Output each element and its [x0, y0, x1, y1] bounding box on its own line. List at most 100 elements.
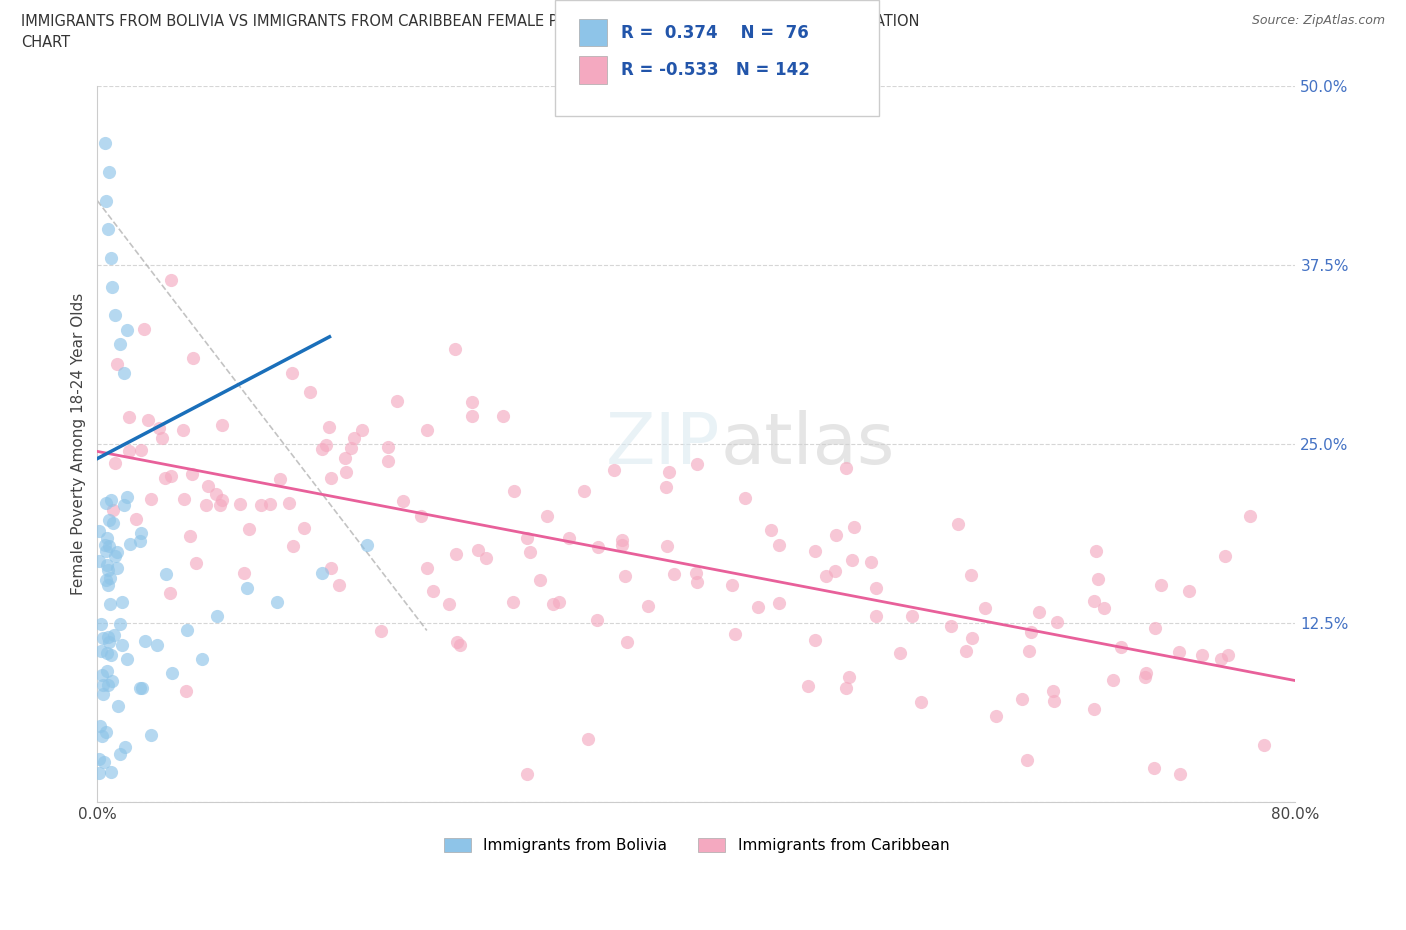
Point	[104, 308, 127, 323]
Point	[1191, 647, 1213, 662]
Point	[299, 384, 322, 399]
Text: Source: ZipAtlas.com: Source: ZipAtlas.com	[1251, 14, 1385, 27]
Point	[910, 695, 932, 710]
Point	[103, 502, 125, 517]
Point	[311, 441, 333, 456]
Point	[1102, 672, 1125, 687]
Point	[191, 652, 214, 667]
Point	[841, 552, 863, 567]
Point	[90, 644, 112, 658]
Point	[91, 678, 114, 693]
Point	[211, 493, 233, 508]
Point	[108, 337, 131, 352]
Point	[238, 522, 260, 537]
Point	[269, 472, 291, 486]
Point	[939, 618, 962, 633]
Point	[129, 442, 152, 457]
Point	[97, 678, 120, 693]
Point	[233, 565, 256, 580]
Point	[148, 421, 170, 436]
Point	[460, 394, 482, 409]
Point	[112, 365, 135, 380]
Point	[409, 509, 432, 524]
Point	[117, 444, 139, 458]
Point	[610, 538, 633, 552]
Point	[1046, 614, 1069, 629]
Point	[1028, 604, 1050, 619]
Point	[97, 538, 120, 553]
Point	[1111, 639, 1133, 654]
Point	[721, 578, 744, 592]
Point	[768, 595, 790, 610]
Point	[173, 492, 195, 507]
Text: ZIP: ZIP	[606, 410, 720, 479]
Point	[112, 498, 135, 512]
Legend: Immigrants from Bolivia, Immigrants from Caribbean: Immigrants from Bolivia, Immigrants from…	[437, 832, 955, 859]
Point	[100, 250, 122, 265]
Point	[111, 594, 134, 609]
Point	[114, 740, 136, 755]
Point	[229, 497, 252, 512]
Point	[516, 530, 538, 545]
Point	[87, 751, 110, 766]
Point	[576, 731, 599, 746]
Point	[603, 462, 626, 477]
Point	[141, 727, 163, 742]
Point	[108, 747, 131, 762]
Point	[1084, 543, 1107, 558]
Point	[1019, 625, 1042, 640]
Point	[90, 617, 112, 631]
Point	[160, 666, 183, 681]
Point	[865, 580, 887, 595]
Point	[959, 567, 981, 582]
Text: R = -0.533   N = 142: R = -0.533 N = 142	[621, 60, 810, 79]
Point	[658, 465, 681, 480]
Point	[87, 553, 110, 568]
Point	[176, 623, 198, 638]
Point	[98, 571, 121, 586]
Text: R =  0.374    N =  76: R = 0.374 N = 76	[621, 23, 810, 42]
Point	[115, 490, 138, 505]
Point	[536, 509, 558, 524]
Point	[94, 538, 117, 553]
Point	[1143, 761, 1166, 776]
Point	[94, 724, 117, 739]
Point	[444, 341, 467, 356]
Point	[94, 496, 117, 511]
Point	[955, 644, 977, 658]
Point	[104, 456, 127, 471]
Point	[356, 538, 378, 552]
Point	[449, 637, 471, 652]
Point	[815, 569, 838, 584]
Point	[825, 528, 848, 543]
Point	[1253, 737, 1275, 752]
Point	[132, 322, 155, 337]
Point	[586, 539, 609, 554]
Point	[502, 484, 524, 498]
Point	[1178, 583, 1201, 598]
Point	[96, 558, 118, 573]
Point	[100, 647, 122, 662]
Point	[377, 440, 399, 455]
Point	[1167, 644, 1189, 659]
Point	[586, 612, 609, 627]
Point	[96, 193, 118, 208]
Point	[686, 575, 709, 590]
Point	[1133, 670, 1156, 684]
Point	[91, 668, 114, 683]
Point	[278, 496, 301, 511]
Point	[100, 764, 122, 779]
Point	[974, 600, 997, 615]
Point	[391, 493, 413, 508]
Point	[172, 422, 194, 437]
Point	[1087, 572, 1109, 587]
Point	[94, 543, 117, 558]
Point	[385, 393, 408, 408]
Point	[259, 497, 281, 512]
Point	[97, 563, 120, 578]
Point	[616, 634, 638, 649]
Point	[315, 437, 337, 452]
Point	[139, 491, 162, 506]
Point	[96, 646, 118, 661]
Point	[686, 457, 709, 472]
